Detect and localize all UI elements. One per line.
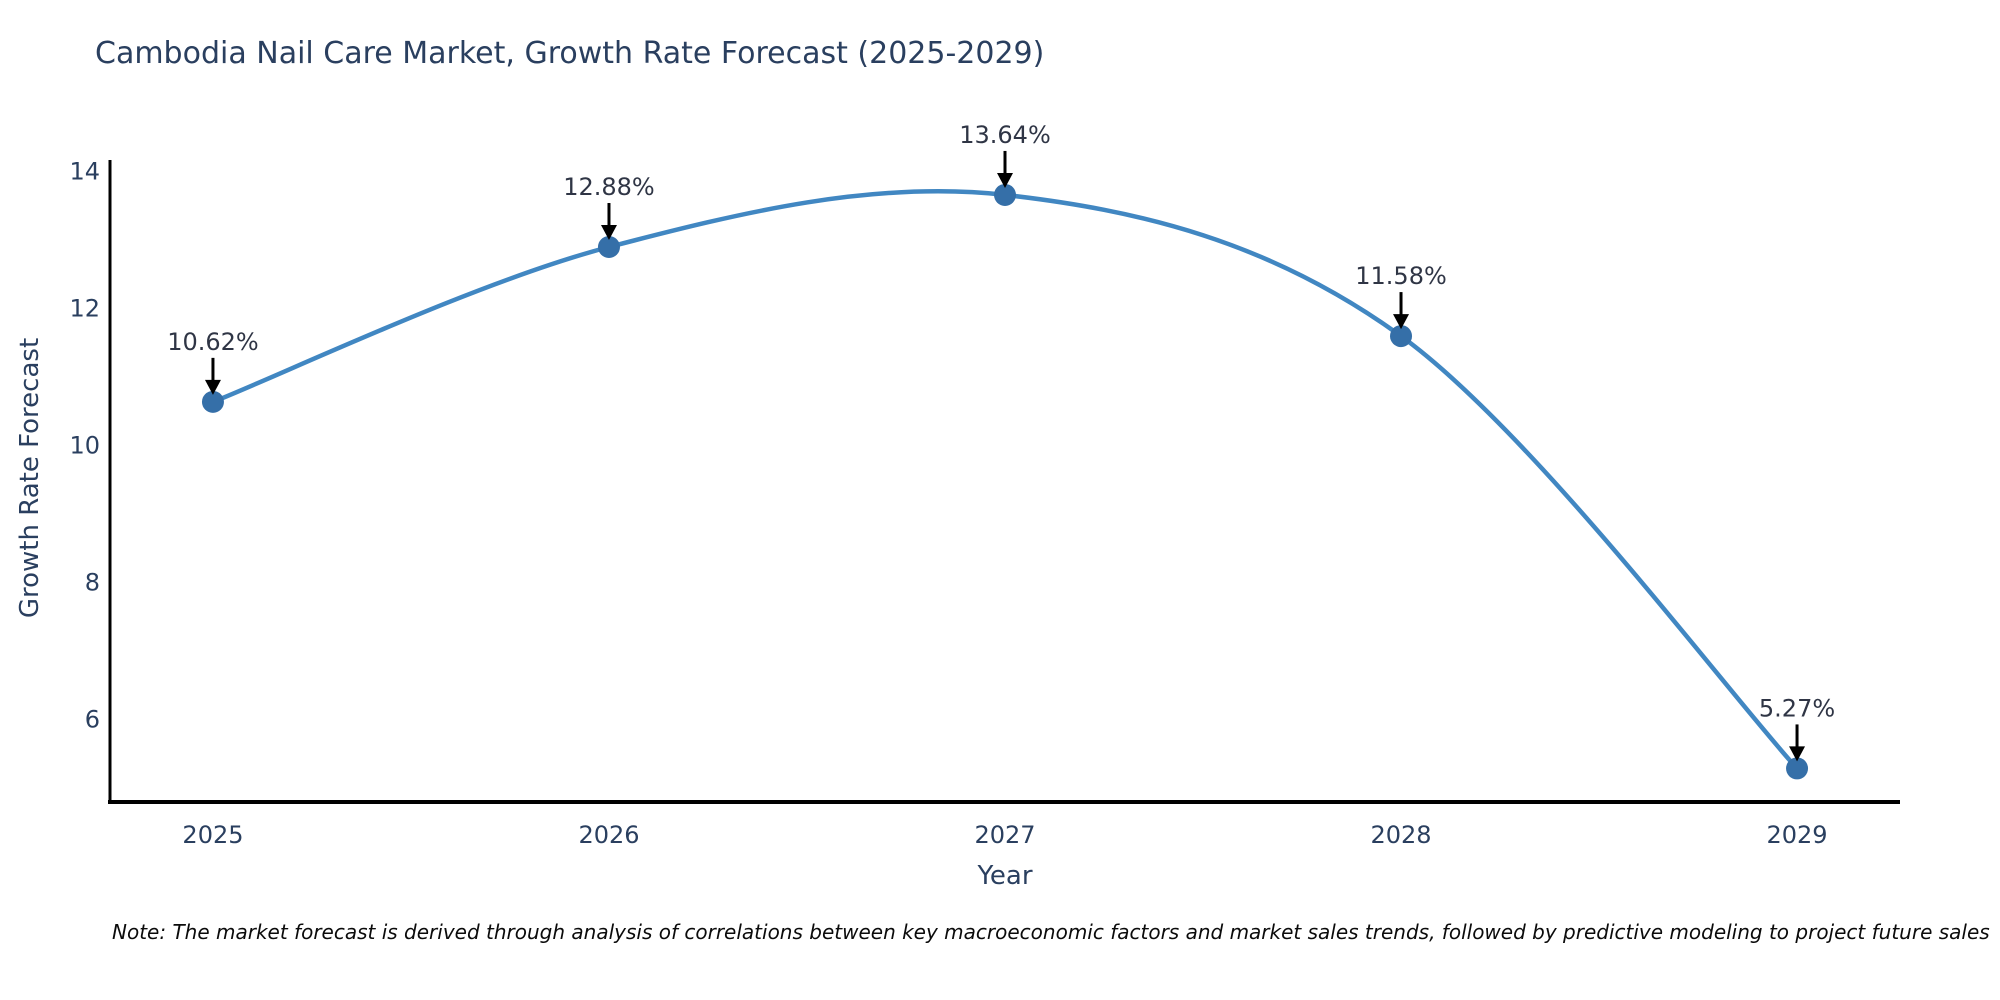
y-tick-label: 6: [85, 705, 100, 733]
annotation-label-2025: 10.62%: [167, 328, 259, 356]
data-point-2026: [597, 236, 620, 259]
x-axis-title: Year: [977, 861, 1033, 891]
annotation-label-2027: 13.64%: [959, 121, 1051, 149]
x-tick-label: 2029: [1766, 821, 1827, 849]
data-point-2027: [994, 183, 1016, 206]
annotation-arrow-head: [204, 379, 221, 395]
annotation-label-2029: 5.27%: [1759, 694, 1835, 722]
y-tick-label: 8: [85, 568, 100, 596]
annotation-arrow-head: [997, 172, 1013, 188]
x-tick-label: 2025: [182, 821, 243, 849]
annotation-label-2028: 11.58%: [1355, 262, 1447, 290]
y-tick-label: 14: [69, 157, 100, 185]
x-tick-label: 2028: [1370, 821, 1431, 849]
annotation-arrow-head: [600, 225, 617, 241]
data-point-2028: [1390, 325, 1413, 348]
chart-title: Cambodia Nail Care Market, Growth Rate F…: [95, 36, 1045, 71]
annotation-label-2026: 12.88%: [563, 173, 655, 201]
trend-line: [210, 189, 1800, 771]
annotation-arrow-head: [1393, 314, 1410, 330]
footnote: Note: The market forecast is derived thr…: [112, 920, 1990, 944]
y-tick-label: 12: [69, 294, 100, 322]
annotation-arrow-head: [1789, 746, 1806, 762]
x-tick-label: 2026: [578, 821, 639, 849]
y-tick-label: 10: [69, 431, 100, 459]
x-tick-label: 2027: [974, 821, 1035, 849]
data-point-2029: [1786, 757, 1809, 780]
data-point-2025: [201, 390, 224, 413]
